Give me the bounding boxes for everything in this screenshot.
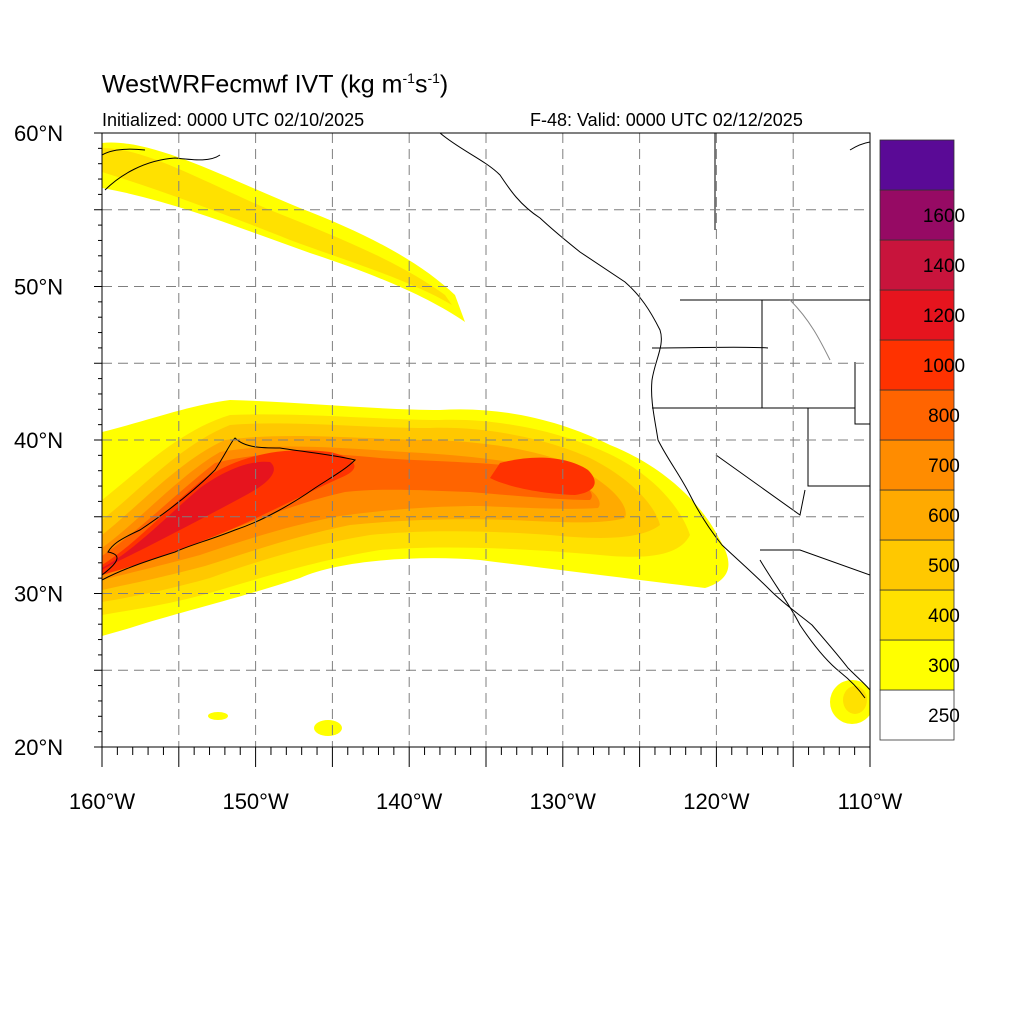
colorbar-swatch (879, 489, 955, 541)
colorbar-swatch (879, 189, 955, 241)
colorbar-swatch (879, 389, 955, 441)
lon-label: 160°W (69, 789, 136, 814)
colorbar-label: 1400 (923, 256, 965, 277)
coastline (849, 141, 870, 151)
colorbar-label: 600 (928, 506, 960, 527)
ivt-band-1000 (102, 461, 274, 570)
lon-label: 120°W (683, 789, 750, 814)
coastline (759, 559, 866, 699)
colorbar-swatch (879, 239, 955, 291)
latitude-labels: 60°N 50°N 40°N 30°N 20°N (14, 121, 63, 760)
ivt-field (102, 133, 870, 736)
lat-label: 40°N (14, 428, 63, 453)
lat-label: 50°N (14, 275, 63, 300)
initialized-label: Initialized: 0000 UTC 02/10/2025 (102, 110, 365, 130)
ivt-cell (208, 712, 228, 720)
axis-ticks (94, 132, 871, 767)
colorbar-label: 800 (928, 406, 960, 427)
coastline (104, 154, 221, 191)
border (760, 549, 870, 576)
border (854, 362, 870, 425)
lat-label: 20°N (14, 735, 63, 760)
coastline (102, 148, 146, 156)
lat-label: 60°N (14, 121, 63, 146)
ivt-band-300 (102, 148, 452, 305)
lon-label: 140°W (376, 789, 443, 814)
colorbar-label: 400 (928, 606, 960, 627)
border (651, 346, 769, 349)
ivt-colorbar: 250 300 400 500 600 700 800 1000 1200 1400 1600 (879, 139, 965, 741)
lat-label: 30°N (14, 582, 63, 607)
ivt-cell (314, 720, 342, 736)
colorbar-label: 1000 (923, 356, 965, 377)
longitude-labels: 160°W 150°W 140°W 130°W 120°W 110°W (69, 789, 903, 814)
border (715, 454, 806, 516)
colorbar-label: 700 (928, 456, 960, 477)
border (807, 408, 870, 487)
colorbar-swatch (879, 589, 955, 641)
ivt-band-800 (102, 450, 355, 575)
colorbar-swatch (879, 139, 955, 191)
valid-time-label: F-48: Valid: 0000 UTC 02/12/2025 (530, 110, 803, 130)
ivt-contour-1000 (102, 437, 356, 581)
lon-label: 130°W (530, 789, 597, 814)
ivt-cell (843, 686, 867, 714)
lon-label: 150°W (222, 789, 289, 814)
colorbar-label: 300 (928, 656, 960, 677)
border (789, 299, 831, 361)
colorbar-swatch (879, 339, 955, 391)
colorbar-label: 250 (928, 706, 960, 727)
coastline (439, 133, 870, 691)
lon-label: 110°W (838, 789, 903, 814)
colorbar-swatch (879, 689, 955, 741)
colorbar-label: 500 (928, 556, 960, 577)
ivt-band-800 (490, 457, 595, 495)
colorbar-label: 1600 (923, 206, 965, 227)
colorbar-label: 1200 (923, 306, 965, 327)
colorbar-swatch (879, 539, 955, 591)
graticule (102, 133, 870, 747)
map-title: WestWRFecmwf IVT (kg m-1s-1) (102, 70, 449, 99)
